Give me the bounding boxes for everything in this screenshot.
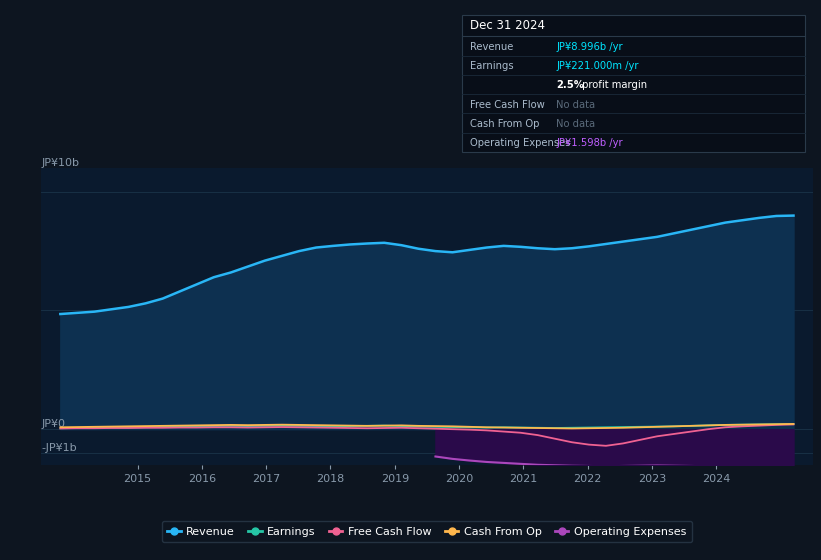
Text: Dec 31 2024: Dec 31 2024 [470,20,545,32]
Text: Free Cash Flow: Free Cash Flow [470,100,545,110]
Text: JP¥8.996b /yr: JP¥8.996b /yr [557,42,623,52]
Text: JP¥10b: JP¥10b [41,158,79,168]
Legend: Revenue, Earnings, Free Cash Flow, Cash From Op, Operating Expenses: Revenue, Earnings, Free Cash Flow, Cash … [162,521,692,542]
Text: No data: No data [557,119,595,129]
Text: 2.5%: 2.5% [557,81,585,91]
Text: -JP¥1b: -JP¥1b [41,443,76,453]
Text: JP¥1.598b /yr: JP¥1.598b /yr [557,138,623,148]
Text: profit margin: profit margin [580,81,648,91]
Text: Revenue: Revenue [470,42,514,52]
Text: Earnings: Earnings [470,61,514,71]
Text: JP¥221.000m /yr: JP¥221.000m /yr [557,61,639,71]
Text: Cash From Op: Cash From Op [470,119,539,129]
Text: JP¥0: JP¥0 [41,419,65,429]
Text: Operating Expenses: Operating Expenses [470,138,571,148]
Text: No data: No data [557,100,595,110]
